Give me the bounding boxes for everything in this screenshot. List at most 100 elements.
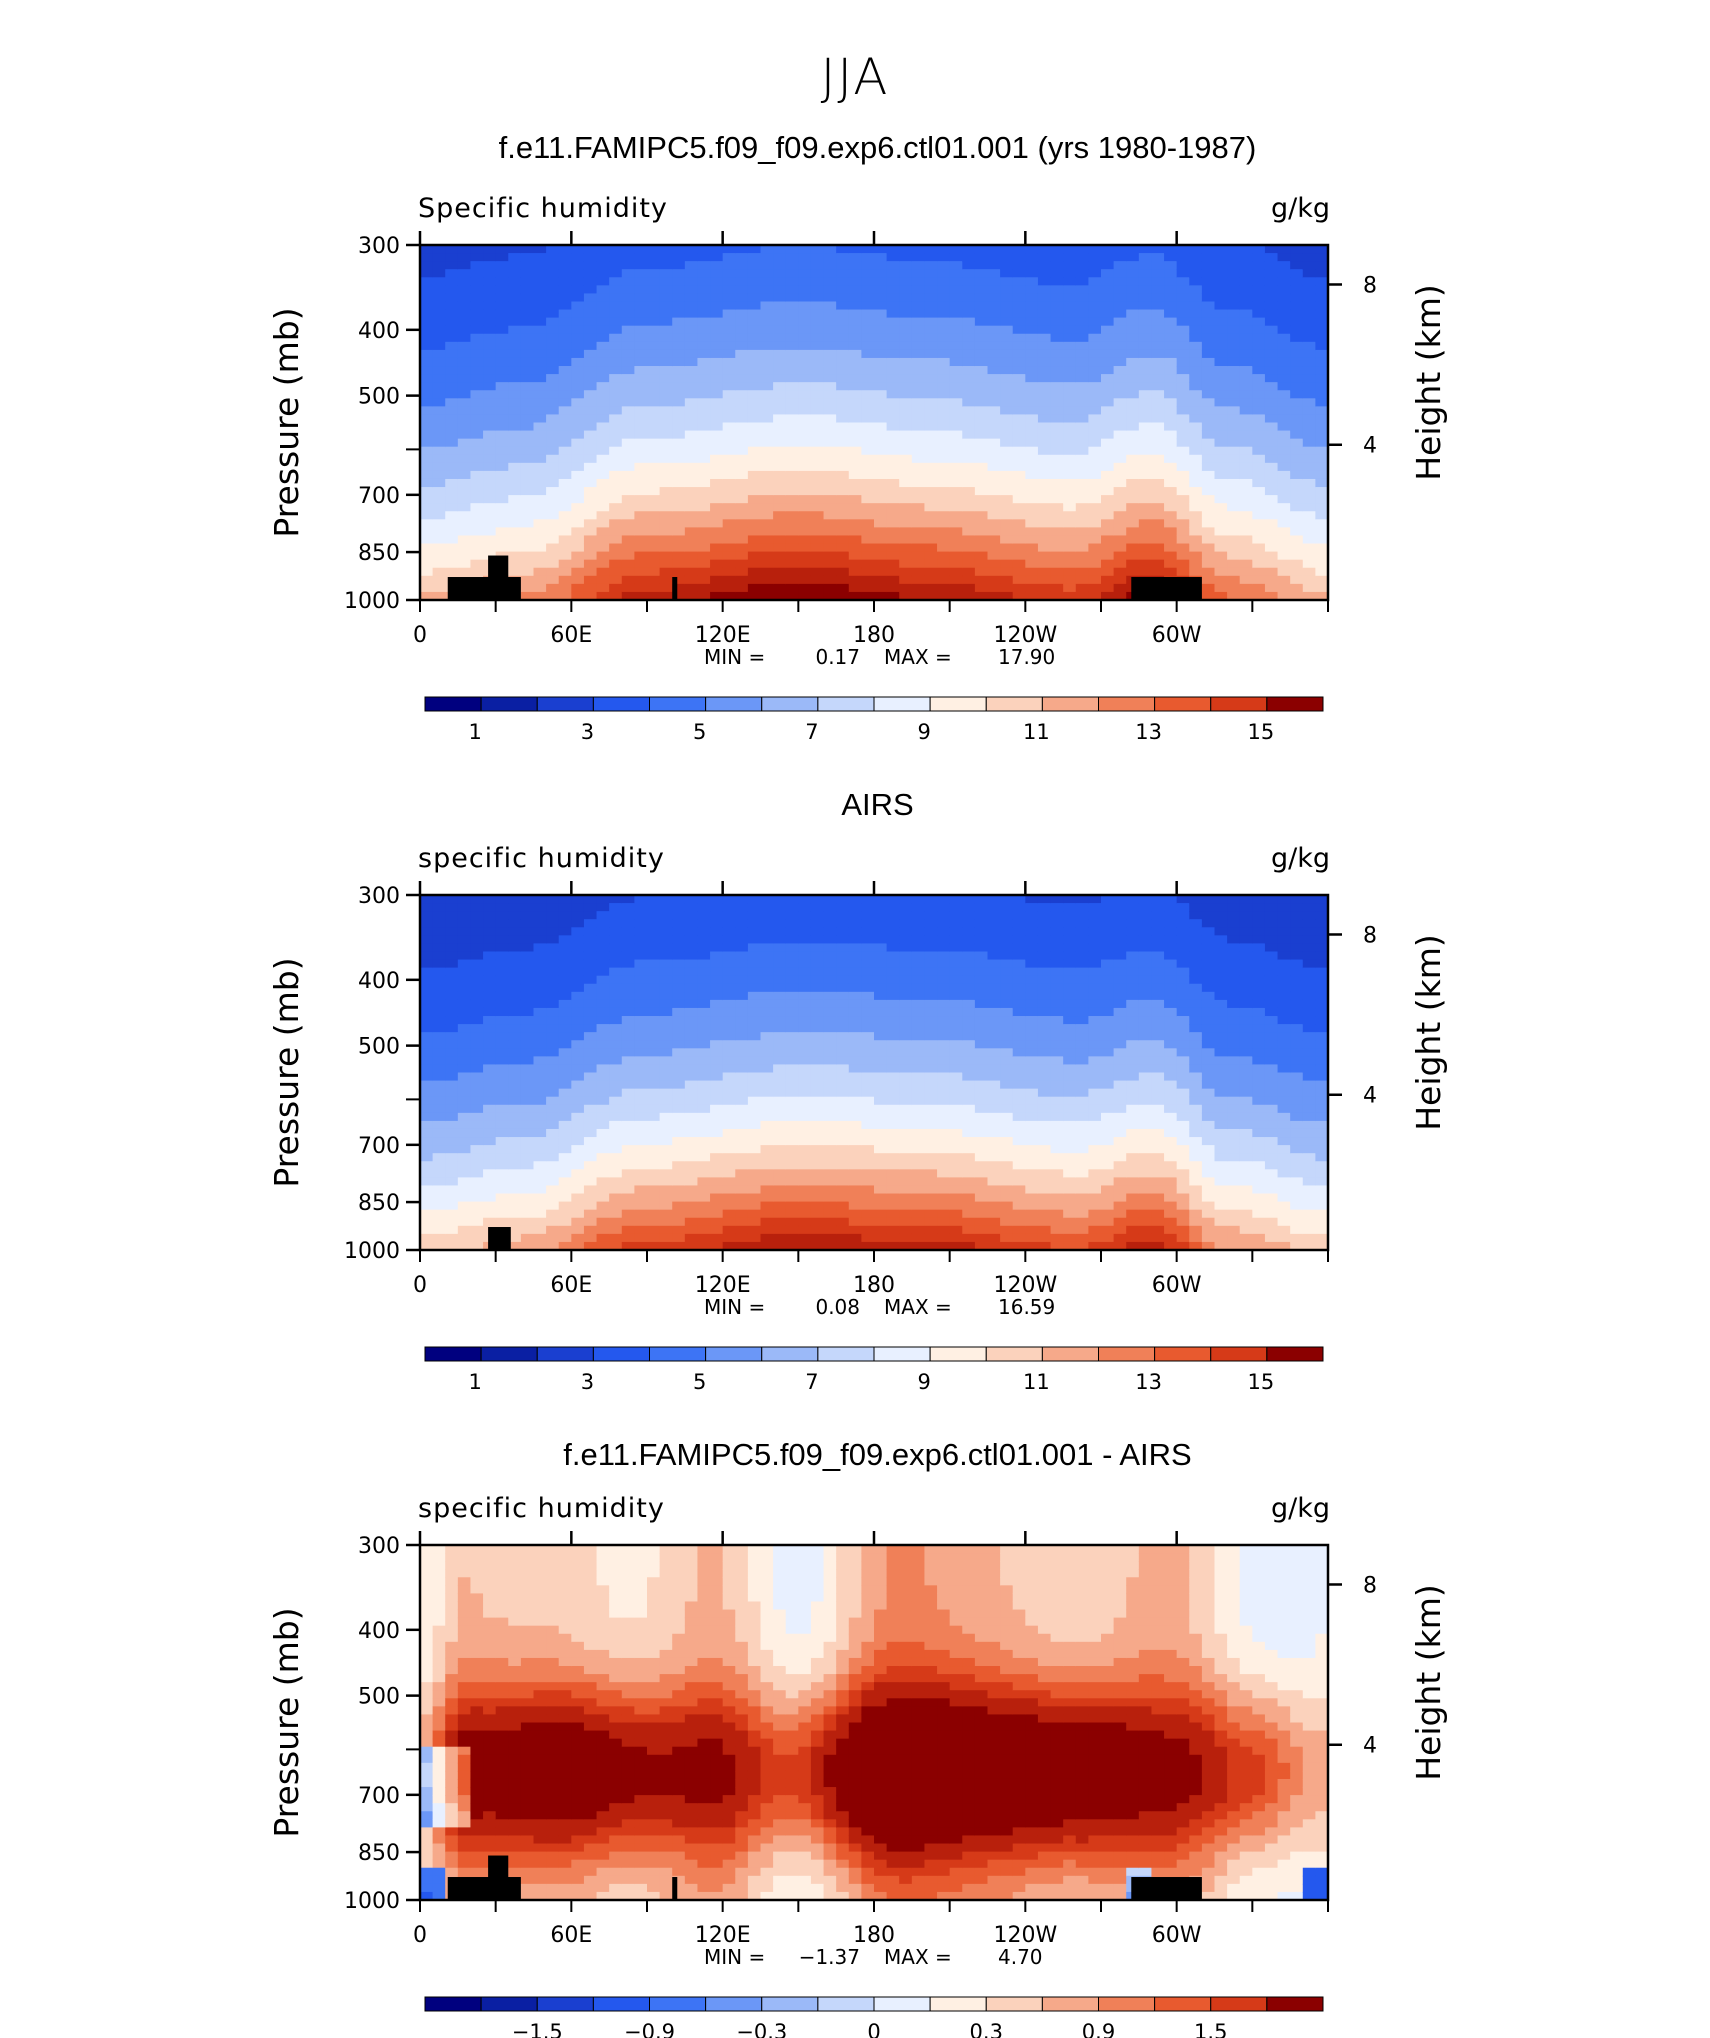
contour-cell: [596, 1193, 610, 1203]
contour-cell: [533, 277, 547, 286]
contour-cell: [520, 1064, 535, 1074]
contour-cell: [634, 357, 648, 367]
contour-cell: [747, 309, 762, 319]
contour-cell: [848, 1145, 862, 1154]
contour-cell: [609, 527, 623, 537]
contour-cell: [571, 478, 585, 488]
contour-cell: [684, 470, 699, 480]
contour-cell: [1088, 261, 1102, 270]
contour-cell: [886, 1225, 900, 1235]
contour-cell: [470, 317, 484, 327]
contour-cell: [848, 1153, 862, 1162]
contour-cell: [785, 454, 799, 464]
contour-cell: [420, 1032, 434, 1041]
contour-cell: [962, 333, 976, 343]
contour-cell: [773, 478, 787, 488]
contour-cell: [1214, 406, 1228, 416]
contour-cell: [1126, 309, 1140, 319]
contour-cell: [798, 269, 812, 278]
contour-cell: [1315, 245, 1329, 254]
contour-cell: [1290, 333, 1304, 343]
contour-cell: [1050, 478, 1064, 488]
contour-cell: [1277, 583, 1291, 593]
contour-cell: [558, 551, 572, 561]
contour-cell: [457, 253, 472, 262]
contour-cell: [470, 895, 484, 904]
contour-cell: [546, 261, 560, 270]
contour-cell: [684, 527, 699, 537]
contour-cell: [1201, 317, 1216, 327]
contour-cell: [546, 1177, 560, 1187]
contour-cell: [798, 1193, 812, 1203]
contour-cell: [949, 325, 963, 335]
contour-cell: [798, 1016, 812, 1025]
contour-cell: [911, 583, 926, 593]
contour-cell: [810, 575, 825, 585]
contour-cell: [596, 253, 610, 262]
contour-cell: [457, 261, 472, 270]
contour-cell: [634, 1225, 648, 1235]
contour-cell: [848, 1072, 862, 1082]
contour-cell: [609, 975, 623, 985]
contour-cell: [1315, 591, 1329, 601]
contour-cell: [1164, 559, 1178, 569]
max-value: 17.90: [998, 645, 1055, 669]
contour-cell: [987, 261, 1001, 270]
contour-cell: [659, 317, 673, 327]
contour-cell: [609, 301, 623, 311]
contour-cell: [823, 1007, 837, 1017]
contour-cell: [457, 382, 472, 391]
contour-cell: [546, 927, 560, 936]
contour-cell: [647, 1032, 661, 1041]
contour-cell: [571, 503, 585, 512]
contour-cell: [495, 991, 509, 1001]
contour-cell: [432, 1088, 446, 1098]
contour-cell: [987, 503, 1001, 512]
contour-cell: [823, 559, 837, 569]
contour-cell: [659, 406, 673, 416]
contour-cell: [420, 519, 434, 528]
contour-cell: [432, 1233, 446, 1243]
contour-cell: [810, 1193, 825, 1203]
contour-cell: [962, 341, 976, 351]
contour-cell: [1151, 478, 1165, 488]
contour-cell: [432, 927, 446, 936]
contour-cell: [508, 1201, 522, 1211]
contour-cell: [571, 1080, 585, 1090]
contour-cell: [634, 390, 648, 399]
contour-cell: [1302, 349, 1316, 359]
contour-cell: [684, 366, 699, 375]
contour-cell: [735, 559, 749, 569]
contour-cell: [457, 1177, 472, 1187]
contour-cell: [697, 1201, 711, 1211]
contour-cell: [735, 269, 749, 278]
contour-cell: [647, 527, 661, 537]
contour-cell: [886, 277, 900, 286]
contour-cell: [785, 374, 799, 383]
contour-cell: [974, 414, 989, 424]
contour-cell: [634, 285, 648, 295]
contour-cell: [798, 991, 812, 1001]
contour-cell: [495, 414, 509, 424]
contour-cell: [1290, 317, 1304, 327]
contour-cell: [445, 1137, 459, 1146]
contour-cell: [495, 1080, 509, 1090]
contour-cell: [508, 1128, 522, 1138]
contour-cell: [420, 895, 434, 904]
contour-cell: [1088, 575, 1102, 585]
contour-cell: [1315, 374, 1329, 383]
contour-cell: [659, 430, 673, 440]
contour-cell: [1290, 285, 1304, 295]
contour-cell: [1037, 551, 1052, 561]
contour-cell: [798, 1120, 812, 1130]
contour-cell: [1214, 446, 1228, 456]
contour-cell: [634, 1145, 648, 1154]
contour-cell: [432, 1169, 446, 1178]
contour-cell: [1164, 374, 1178, 383]
contour-cell: [684, 1169, 699, 1178]
contour-cell: [1037, 398, 1052, 407]
contour-cell: [722, 1201, 736, 1211]
contour-cell: [747, 999, 762, 1009]
contour-cell: [647, 1064, 661, 1074]
contour-cell: [1075, 382, 1089, 391]
